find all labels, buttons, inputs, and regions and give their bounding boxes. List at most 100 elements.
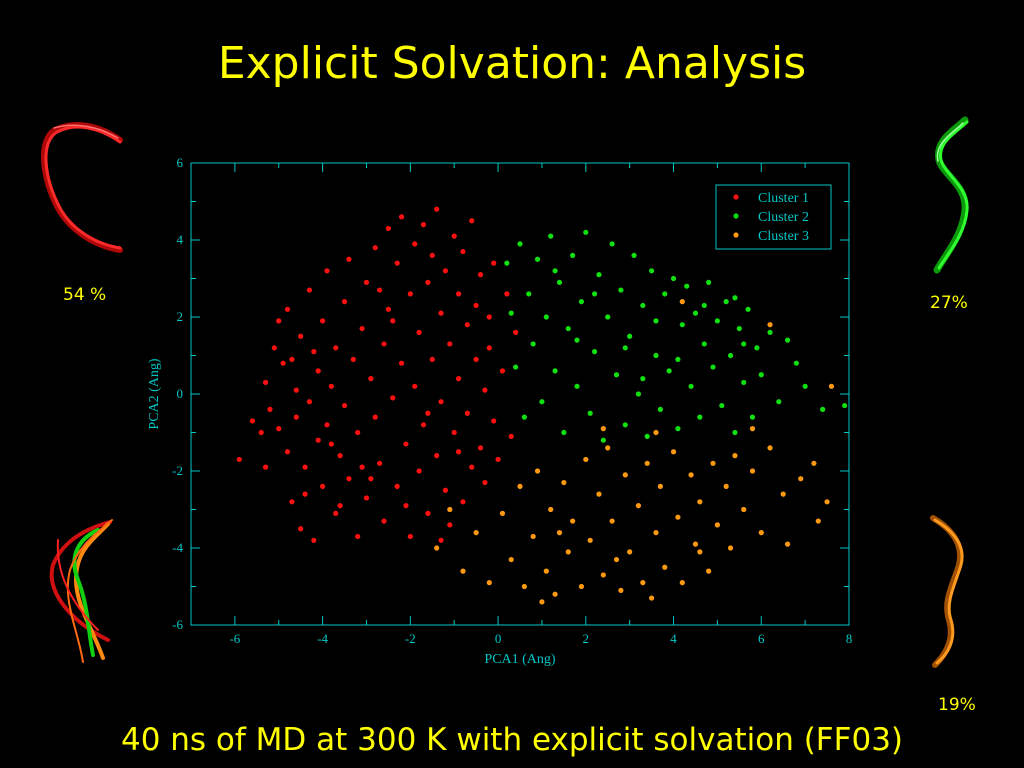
- cluster-3-point: [697, 549, 703, 555]
- cluster-3-point: [758, 530, 764, 536]
- legend-marker: [733, 194, 739, 200]
- cluster-2-point: [842, 402, 848, 409]
- cluster-2-point: [736, 325, 742, 332]
- cluster-1-point: [337, 503, 343, 509]
- cluster-1-point: [412, 241, 418, 247]
- cluster-2-point: [508, 310, 514, 316]
- cluster-1-point: [258, 429, 264, 436]
- cluster-1-point: [293, 387, 299, 393]
- cluster-1-point: [320, 483, 326, 489]
- cluster-2-point: [613, 372, 620, 378]
- cluster-2-point: [719, 402, 725, 409]
- cluster-3-point: [486, 580, 492, 586]
- overlay-structure: [49, 519, 113, 663]
- cluster-1-point: [394, 483, 400, 489]
- cluster-1-point: [508, 433, 514, 439]
- cluster-2-point: [684, 283, 690, 289]
- cluster-3-point: [539, 599, 545, 605]
- cluster-3-point: [828, 383, 835, 389]
- cluster-3-point: [741, 506, 747, 513]
- cluster-3-point: [605, 445, 611, 451]
- cluster-2-point: [653, 352, 659, 359]
- cluster-2-structure: [933, 116, 969, 274]
- cluster-2-point: [534, 256, 541, 262]
- cluster-1-point: [486, 314, 492, 320]
- cluster-2-point: [675, 356, 681, 362]
- cluster-1-point: [276, 318, 282, 324]
- cluster-1-point: [469, 218, 475, 224]
- cluster-1-point: [377, 287, 383, 293]
- cluster-3-point: [530, 533, 536, 540]
- cluster-1-point: [477, 272, 484, 278]
- cluster-3-point: [600, 572, 606, 578]
- cluster-1-point: [464, 322, 470, 328]
- cluster-1-structure: [41, 122, 123, 253]
- cluster-1-point: [491, 418, 497, 424]
- cluster-1-point: [447, 522, 453, 528]
- cluster-1-point: [447, 341, 453, 347]
- cluster-1-point: [381, 518, 387, 524]
- cluster-2-point: [675, 426, 681, 432]
- cluster-3-point: [692, 541, 699, 547]
- cluster-1-point: [429, 252, 435, 258]
- cluster-1-point: [390, 318, 396, 324]
- cluster-2-point: [521, 414, 527, 420]
- cluster-1-point: [320, 318, 326, 324]
- legend-label: Cluster 1: [758, 191, 809, 206]
- cluster-2-point: [714, 318, 721, 324]
- cluster-1-point: [455, 291, 462, 297]
- cluster-2-point: [605, 314, 611, 320]
- cluster-1-point: [464, 410, 470, 416]
- cluster-3-point: [688, 472, 694, 478]
- cluster-1-point: [359, 464, 365, 470]
- cluster-2-point: [701, 302, 707, 309]
- cluster-1-point: [298, 526, 304, 532]
- cluster-3-point: [447, 506, 453, 513]
- cluster-3-point: [815, 518, 821, 524]
- cluster-2-point: [688, 383, 694, 389]
- cluster-3-point: [706, 568, 712, 574]
- cluster-1-point: [473, 302, 479, 309]
- cluster-1-point: [355, 429, 361, 436]
- cluster-2-point: [692, 310, 699, 316]
- cluster-2-point: [556, 279, 563, 285]
- cluster-2-point: [732, 429, 738, 436]
- cluster-1-point: [429, 356, 435, 362]
- cluster-1-point: [442, 268, 449, 274]
- cluster-1-point: [442, 487, 449, 493]
- cluster-1-point: [434, 453, 440, 459]
- cluster-1-point: [425, 410, 431, 416]
- cluster-2-point: [754, 345, 760, 351]
- cluster-1-point: [267, 406, 273, 412]
- cluster-2-point: [609, 241, 615, 247]
- cluster-3-point: [460, 568, 466, 574]
- cluster-1-point: [491, 260, 497, 266]
- cluster-1-point: [469, 464, 475, 470]
- cluster-1-point: [451, 429, 457, 436]
- cluster-1-point: [306, 399, 313, 405]
- cluster-2-point: [591, 291, 598, 297]
- cluster-3-point: [635, 503, 642, 509]
- cluster-3-point: [723, 483, 729, 489]
- x-tick-label: -2: [405, 631, 416, 646]
- cluster-3-point: [780, 491, 786, 497]
- cluster-3-point: [662, 564, 668, 570]
- cluster-3-point: [679, 299, 685, 305]
- cluster-1-point: [407, 533, 413, 540]
- cluster-1-percentage: 54 %: [63, 285, 107, 305]
- cluster-3-point: [561, 479, 567, 486]
- cluster-1-point: [293, 414, 299, 420]
- cluster-2-point: [670, 275, 677, 282]
- legend-label: Cluster 2: [758, 210, 809, 225]
- cluster-1-point: [377, 460, 383, 466]
- cluster-2-point: [552, 268, 558, 274]
- cluster-3-point: [653, 429, 659, 436]
- cluster-3-point: [644, 460, 650, 466]
- cluster-2-point: [793, 360, 799, 366]
- cluster-2-point: [583, 229, 589, 235]
- cluster-2-point: [732, 295, 738, 301]
- cluster-1-point: [328, 383, 334, 389]
- cluster-1-point: [271, 345, 277, 351]
- cluster-2-point: [574, 383, 580, 389]
- cluster-1-point: [473, 356, 479, 362]
